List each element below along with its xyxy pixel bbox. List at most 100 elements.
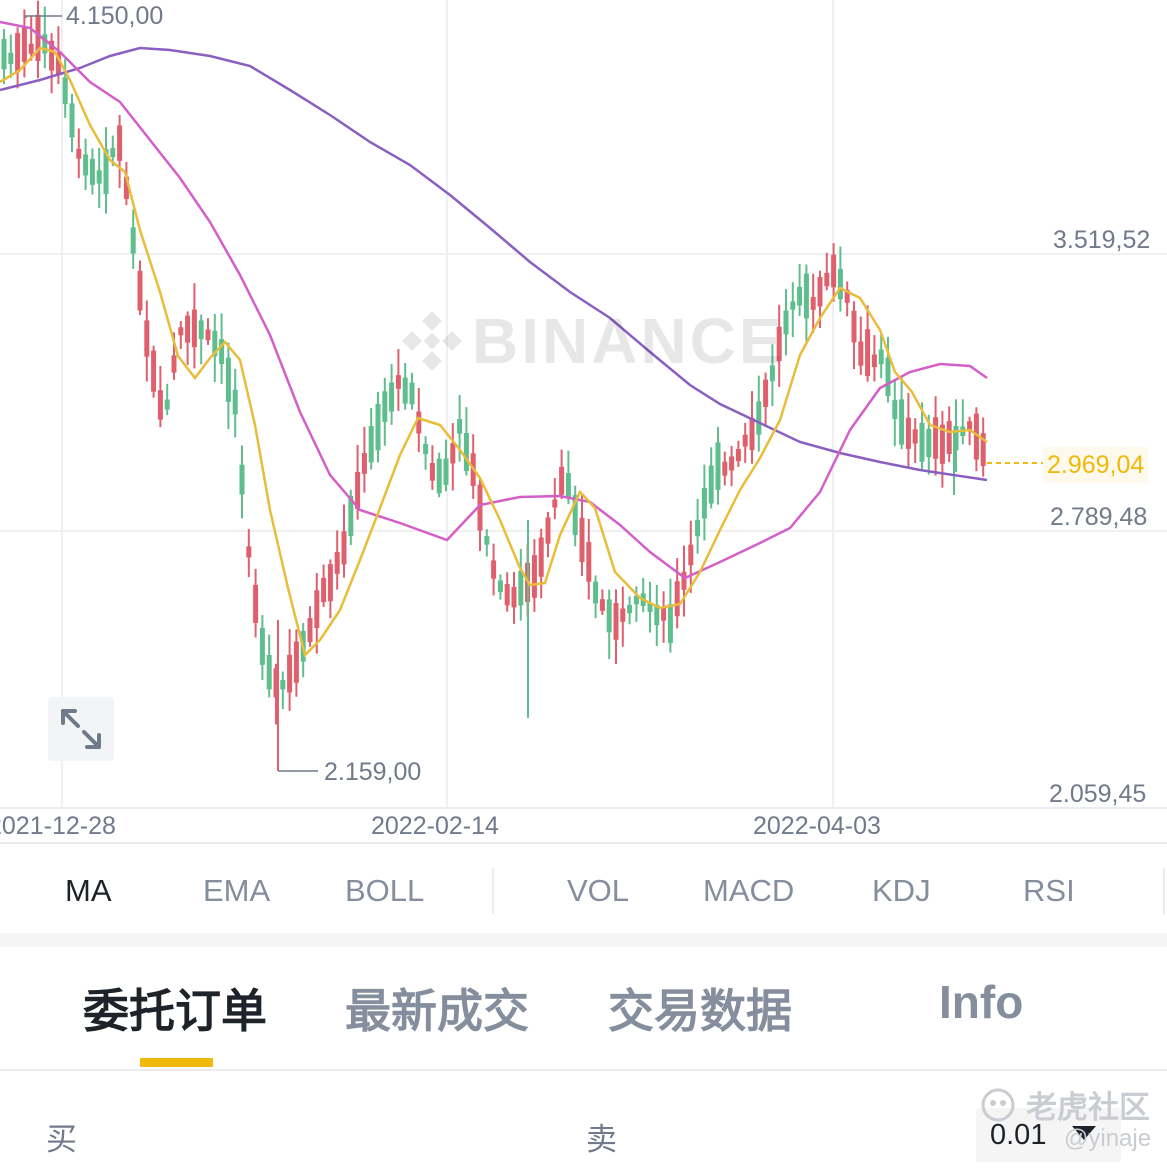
- candle-body: [865, 329, 871, 377]
- candle-body: [423, 444, 429, 455]
- community-brand: 老虎社区: [1026, 1090, 1150, 1125]
- candle-body: [620, 608, 626, 622]
- candle-body: [219, 339, 225, 364]
- price-axis-label: 3.519,52: [1053, 226, 1151, 254]
- candle-body: [314, 590, 320, 628]
- tab-vol[interactable]: VOL: [567, 873, 630, 908]
- candle-body: [259, 628, 265, 665]
- fullscreen-button[interactable]: [48, 697, 114, 761]
- candle-body: [62, 77, 68, 105]
- tab-rsi[interactable]: RSI: [1023, 873, 1075, 908]
- candle-body: [912, 429, 918, 444]
- candle-body: [409, 382, 415, 405]
- candle-body: [613, 602, 619, 640]
- candle-body: [389, 382, 395, 412]
- ma-long-line: [0, 46, 988, 482]
- order-divider: [0, 1069, 1167, 1071]
- candle-body: [477, 484, 483, 531]
- candle-body: [810, 297, 816, 310]
- tab-macd[interactable]: MACD: [703, 873, 795, 908]
- candle-body: [83, 154, 89, 176]
- candle-body: [368, 426, 374, 463]
- active-tab-indicator: [140, 1058, 213, 1067]
- candle-body: [504, 584, 510, 606]
- precision-select[interactable]: 0.01: [976, 1108, 1121, 1162]
- section-separator: [0, 933, 1167, 947]
- candle-body: [402, 377, 408, 404]
- tab-open-orders[interactable]: 委托订单: [83, 985, 267, 1037]
- tiger-logo-icon: [981, 1088, 1015, 1121]
- watermark-text: BINANCE: [472, 305, 785, 377]
- candle-body: [749, 418, 755, 451]
- candle-body: [144, 320, 150, 357]
- candle-body: [103, 149, 109, 195]
- candle-body: [212, 330, 218, 357]
- candle-body: [35, 14, 41, 62]
- tab-boll[interactable]: BOLL: [345, 873, 425, 908]
- community-watermark: 老虎社区: [980, 1082, 1150, 1127]
- candle-body: [28, 43, 34, 54]
- candle-body: [722, 461, 728, 476]
- candle-body: [287, 654, 293, 693]
- chart-grid: [0, 0, 1167, 844]
- price-axis-label: 2.059,45: [1049, 780, 1147, 808]
- candle-body: [395, 375, 401, 389]
- candle-body: [8, 52, 14, 64]
- candle-body: [429, 462, 435, 481]
- candle-body: [729, 456, 735, 471]
- candles: [1, 0, 986, 771]
- candle-body: [341, 531, 347, 565]
- indicator-divider-right: [1163, 868, 1165, 914]
- sell-label: 卖: [586, 1122, 617, 1157]
- candle-body: [769, 365, 775, 382]
- candlestick-chart[interactable]: [0, 0, 1167, 845]
- candle-body: [110, 148, 116, 158]
- ma-mid-line: [0, 20, 988, 580]
- candle-body: [266, 654, 272, 690]
- candle-body: [844, 289, 850, 303]
- candle-body: [572, 495, 578, 536]
- candle-body: [307, 618, 313, 643]
- candle-body: [355, 472, 361, 509]
- candle-body: [715, 442, 721, 490]
- candle-body: [817, 277, 823, 307]
- candle-body: [892, 400, 898, 420]
- candle-body: [803, 273, 809, 319]
- candle-body: [878, 349, 884, 365]
- tab-ma[interactable]: MA: [65, 873, 112, 908]
- order-tabs: 委托订单 最新成交 交易数据 Info: [0, 947, 1167, 1069]
- candle-body: [327, 564, 333, 602]
- candle-body: [919, 422, 925, 462]
- candle-body: [851, 310, 857, 343]
- tab-recent-trades[interactable]: 最新成交: [345, 985, 529, 1037]
- tab-info[interactable]: Info: [939, 976, 1024, 1028]
- current-price-badge: 2.969,04: [1043, 447, 1149, 483]
- precision-value: 0.01: [990, 1119, 1047, 1151]
- candle-body: [484, 536, 490, 545]
- candle-body: [531, 555, 537, 598]
- candle-body: [565, 473, 571, 499]
- candle-body: [273, 668, 279, 698]
- candle-body: [334, 552, 340, 574]
- candle-body: [416, 411, 422, 434]
- candle-body: [593, 581, 599, 604]
- candle-body: [375, 403, 381, 451]
- candle-body: [130, 227, 136, 254]
- candle-body: [939, 424, 945, 464]
- candle-body: [627, 604, 633, 614]
- tab-trading-data[interactable]: 交易数据: [608, 985, 792, 1037]
- candle-body: [790, 301, 796, 310]
- tab-kdj[interactable]: KDJ: [872, 873, 931, 908]
- candle-body: [633, 595, 639, 605]
- tab-ema[interactable]: EMA: [203, 873, 271, 908]
- candle-body: [742, 434, 748, 447]
- candle-body: [667, 604, 673, 644]
- price-chart[interactable]: BINANCE 4.150,00 2.159,00 3.519,52 2.789…: [0, 0, 1167, 845]
- candle-body: [232, 389, 238, 415]
- candle-body: [76, 148, 82, 159]
- candle-body: [552, 499, 558, 508]
- candle-body: [824, 272, 830, 287]
- buy-label: 买: [46, 1122, 77, 1157]
- candle-body: [933, 417, 939, 459]
- expand-icon: [61, 709, 101, 749]
